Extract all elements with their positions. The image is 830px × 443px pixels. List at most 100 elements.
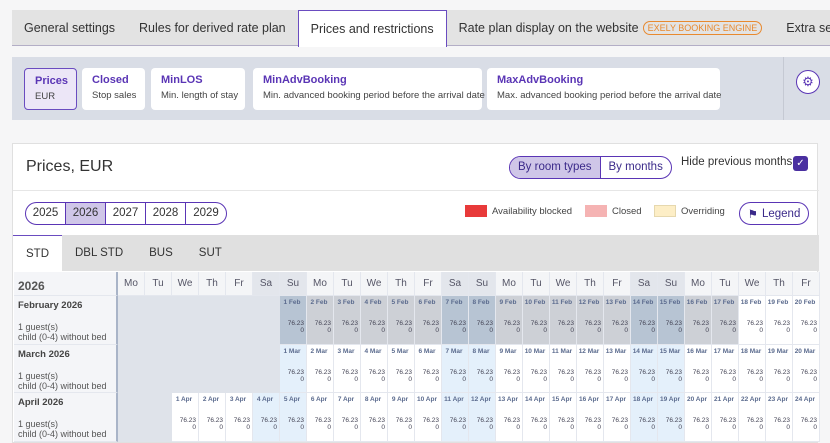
day-cell[interactable]: 20 Feb 76.23 0 <box>793 296 820 345</box>
day-cell[interactable]: 1 Feb 76.23 0 <box>280 296 307 345</box>
filter-closed[interactable]: Closed Stop sales <box>82 68 145 110</box>
day-cell[interactable]: 8 Feb 76.23 0 <box>469 296 496 345</box>
day-cell[interactable]: 19 Apr 76.23 0 <box>658 393 685 442</box>
day-cell[interactable]: 24 Apr 76.23 0 <box>793 393 820 442</box>
day-cell[interactable]: 18 Feb 76.23 0 <box>739 296 766 345</box>
day-cell[interactable]: 14 Feb 76.23 0 <box>631 296 658 345</box>
day-cell[interactable]: 7 Feb 76.23 0 <box>442 296 469 345</box>
day-cell[interactable]: 6 Feb 76.23 0 <box>415 296 442 345</box>
day-cell[interactable]: 3 Apr 76.23 0 <box>226 393 253 442</box>
day-cell[interactable]: 11 Mar 76.23 0 <box>550 344 577 393</box>
tab-label: Extra services <box>786 21 830 35</box>
day-cell[interactable]: 11 Apr 76.23 0 <box>442 393 469 442</box>
day-cell[interactable]: 15 Feb 76.23 0 <box>658 296 685 345</box>
day-cell[interactable]: 14 Apr 76.23 0 <box>523 393 550 442</box>
filter-subtitle: Min. length of stay <box>161 90 239 101</box>
day-cell[interactable]: 19 Mar 76.23 0 <box>766 344 793 393</box>
room-tab-std[interactable]: STD <box>13 235 62 271</box>
day-cell[interactable]: 23 Apr 76.23 0 <box>766 393 793 442</box>
day-cell[interactable]: 8 Apr 76.23 0 <box>361 393 388 442</box>
day-cell[interactable]: 6 Mar 76.23 0 <box>415 344 442 393</box>
legend-button[interactable]: ⚑ Legend <box>739 202 809 225</box>
day-cell[interactable]: 17 Feb 76.23 0 <box>712 296 739 345</box>
room-tab-dbl-std[interactable]: DBL STD <box>75 247 124 259</box>
filter-maxadvbooking[interactable]: MaxAdvBooking Max. advanced booking perio… <box>487 68 721 110</box>
day-cell[interactable]: 20 Apr 76.23 0 <box>685 393 712 442</box>
year-2028[interactable]: 2028 <box>146 203 186 224</box>
filter-minlos[interactable]: MinLOS Min. length of stay <box>151 68 245 110</box>
day-cell[interactable]: 12 Apr 76.23 0 <box>469 393 496 442</box>
day-cell[interactable]: 16 Mar 76.23 0 <box>685 344 712 393</box>
day-cell[interactable]: 1 Mar 76.23 0 <box>280 344 307 393</box>
day-cell[interactable]: 3 Mar 76.23 0 <box>334 344 361 393</box>
filter-prices[interactable]: Prices EUR <box>24 68 77 110</box>
filter-minadvbooking[interactable]: MinAdvBooking Min. advanced booking perio… <box>253 68 485 110</box>
day-cell[interactable]: 15 Apr 76.23 0 <box>550 393 577 442</box>
day-cell[interactable]: 7 Mar 76.23 0 <box>442 344 469 393</box>
day-cell[interactable]: 6 Apr 76.23 0 <box>307 393 334 442</box>
day-cell[interactable]: 10 Feb 76.23 0 <box>523 296 550 345</box>
day-cell[interactable]: 20 Mar 76.23 0 <box>793 344 820 393</box>
day-cell[interactable]: 4 Mar 76.23 0 <box>361 344 388 393</box>
day-cell[interactable]: 8 Mar 76.23 0 <box>469 344 496 393</box>
day-cell[interactable]: 10 Apr 76.23 0 <box>415 393 442 442</box>
day-cell[interactable]: 3 Feb 76.23 0 <box>334 296 361 345</box>
day-cell[interactable]: 5 Apr 76.23 0 <box>280 393 307 442</box>
day-cell[interactable]: 9 Mar 76.23 0 <box>496 344 523 393</box>
year-2027[interactable]: 2027 <box>106 203 146 224</box>
gear-icon[interactable]: ⚙ <box>796 70 820 94</box>
year-2026[interactable]: 2026 <box>66 203 106 224</box>
room-tab-bus[interactable]: BUS <box>149 247 173 259</box>
day-cell[interactable]: 7 Apr 76.23 0 <box>334 393 361 442</box>
day-cell[interactable]: 13 Apr 76.23 0 <box>496 393 523 442</box>
day-cell[interactable]: 9 Apr 76.23 0 <box>388 393 415 442</box>
tab-0[interactable]: General settings <box>12 10 127 46</box>
day-cell[interactable]: 4 Feb 76.23 0 <box>361 296 388 345</box>
day-cell[interactable]: 16 Apr 76.23 0 <box>577 393 604 442</box>
legend-availability-blocked: Availability blocked <box>465 205 572 217</box>
day-cell[interactable]: 15 Mar 76.23 0 <box>658 344 685 393</box>
day-cell[interactable]: 13 Mar 76.23 0 <box>604 344 631 393</box>
day-price: 76.23 <box>557 368 574 376</box>
day-cell[interactable]: 18 Apr 76.23 0 <box>631 393 658 442</box>
by-room-types-button[interactable]: By room types <box>510 157 601 178</box>
day-cell[interactable]: 5 Mar 76.23 0 <box>388 344 415 393</box>
day-cell[interactable]: 18 Mar 76.23 0 <box>739 344 766 393</box>
day-cell[interactable]: 17 Apr 76.23 0 <box>604 393 631 442</box>
tab-2[interactable]: Prices and restrictions <box>297 10 447 47</box>
day-price: 76.23 <box>665 368 682 376</box>
empty-cell <box>199 344 226 393</box>
room-tab-sut[interactable]: SUT <box>198 247 222 259</box>
month-row-label: February 2026 1 guest(s) child (0-4) witho… <box>14 296 118 345</box>
day-cell[interactable]: 4 Apr 76.23 0 <box>253 393 280 442</box>
day-cell[interactable]: 19 Feb 76.23 0 <box>766 296 793 345</box>
day-cell[interactable]: 1 Apr 76.23 0 <box>172 393 199 442</box>
day-price: 76.23 <box>530 320 547 327</box>
day-cell[interactable]: 9 Feb 76.23 0 <box>496 296 523 345</box>
day-cell[interactable]: 2 Apr 76.23 0 <box>199 393 226 442</box>
day-cell[interactable]: 16 Feb 76.23 0 <box>685 296 712 345</box>
day-cell[interactable]: 2 Feb 76.23 0 <box>307 296 334 345</box>
year-2025[interactable]: 2025 <box>26 203 66 224</box>
day-cell[interactable]: 5 Feb 76.23 0 <box>388 296 415 345</box>
filter-title: Closed <box>92 74 129 86</box>
day-cell[interactable]: 21 Apr 76.23 0 <box>712 393 739 442</box>
day-date: 15 Feb <box>659 299 681 306</box>
day-cell[interactable]: 22 Apr 76.23 0 <box>739 393 766 442</box>
hide-previous-checkbox[interactable]: ✓ <box>793 156 808 171</box>
page-title: Prices, EUR <box>26 158 114 175</box>
day-price: 76.23 <box>746 368 763 376</box>
by-months-button[interactable]: By months <box>608 161 663 173</box>
day-cell[interactable]: 2 Mar 76.23 0 <box>307 344 334 393</box>
day-cell[interactable]: 12 Feb 76.23 0 <box>577 296 604 345</box>
tab-1[interactable]: Rules for derived rate plan <box>127 10 298 46</box>
day-cell[interactable]: 12 Mar 76.23 0 <box>577 344 604 393</box>
day-cell[interactable]: 10 Mar 76.23 0 <box>523 344 550 393</box>
day-cell[interactable]: 11 Feb 76.23 0 <box>550 296 577 345</box>
day-cell[interactable]: 13 Feb 76.23 0 <box>604 296 631 345</box>
tab-3[interactable]: Rate plan display on the website EXELY BO… <box>447 10 775 46</box>
day-cell[interactable]: 17 Mar 76.23 0 <box>712 344 739 393</box>
tab-4[interactable]: Extra services <box>774 10 830 46</box>
day-cell[interactable]: 14 Mar 76.23 0 <box>631 344 658 393</box>
year-2029[interactable]: 2029 <box>193 207 219 219</box>
